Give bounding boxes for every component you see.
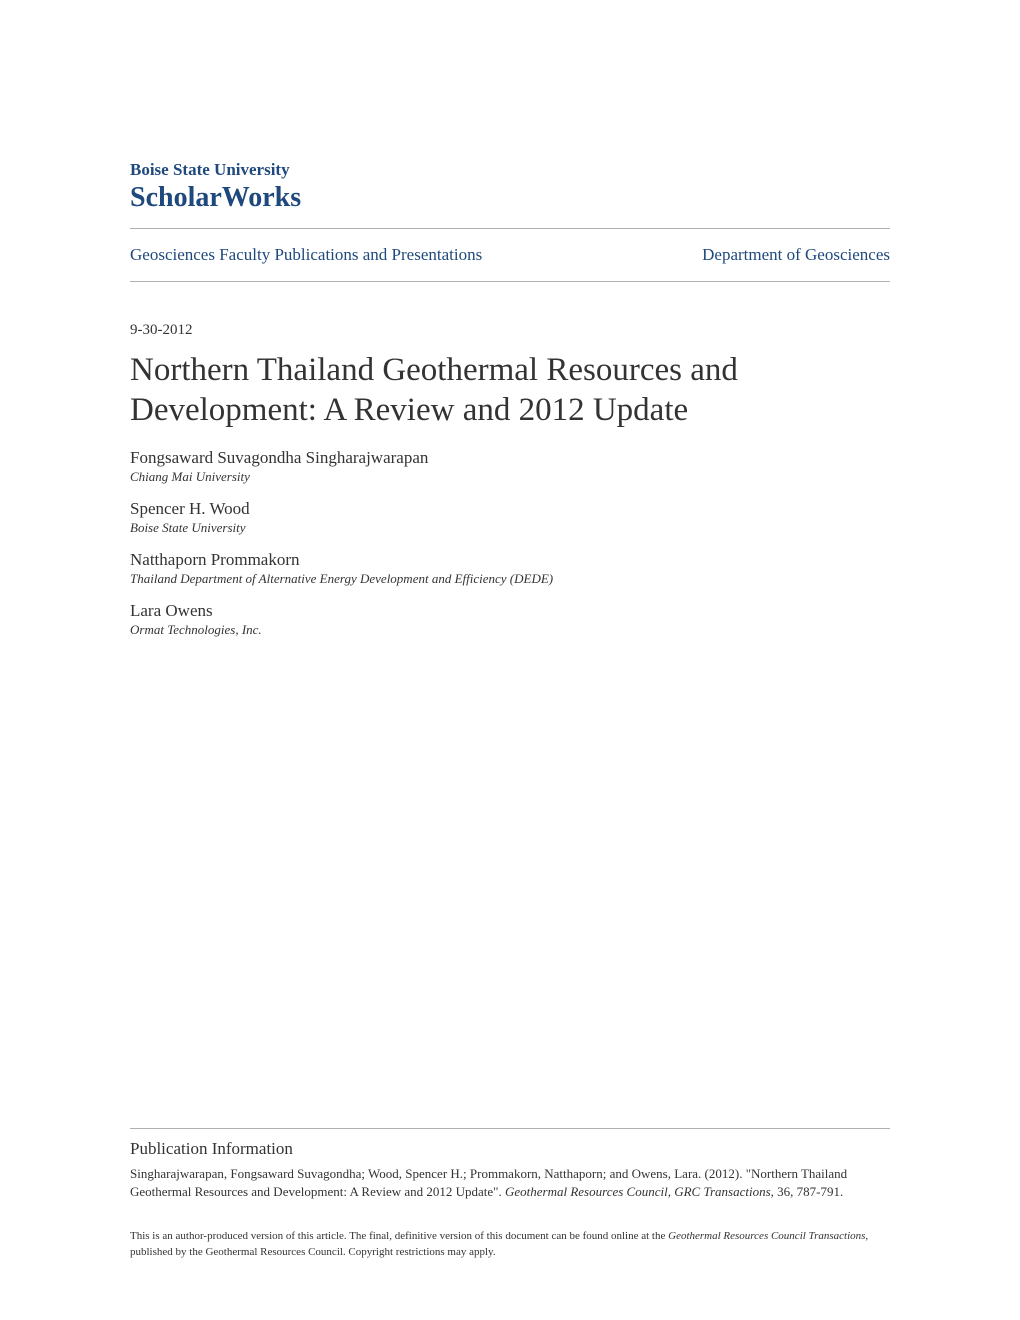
nav-row: Geosciences Faculty Publications and Pre… [130,229,890,281]
disclaimer-prefix: This is an author-produced version of th… [130,1230,668,1242]
disclaimer-text: This is an author-produced version of th… [130,1229,890,1260]
footer-divider [130,1128,890,1129]
author-name: Fongsaward Suvagondha Singharajwarapan [130,448,890,468]
author-name: Spencer H. Wood [130,499,890,519]
nav-bottom-divider [130,281,890,282]
author-affiliation: Thailand Department of Alternative Energ… [130,571,890,587]
author-affiliation: Chiang Mai University [130,469,890,485]
author-block: Natthaporn Prommakorn Thailand Departmen… [130,550,890,587]
author-affiliation: Boise State University [130,520,890,536]
collection-link[interactable]: Geosciences Faculty Publications and Pre… [130,245,482,265]
repository-title[interactable]: ScholarWorks [130,182,890,214]
author-block: Spencer H. Wood Boise State University [130,499,890,536]
author-name: Natthaporn Prommakorn [130,550,890,570]
publication-date: 9-30-2012 [130,322,890,339]
author-name: Lara Owens [130,601,890,621]
department-link[interactable]: Department of Geosciences [702,245,890,265]
publication-info-heading: Publication Information [130,1139,890,1159]
citation-text: Singharajwarapan, Fongsaward Suvagondha;… [130,1165,890,1201]
author-affiliation: Ormat Technologies, Inc. [130,622,890,638]
paper-title: Northern Thailand Geothermal Resources a… [130,351,890,430]
author-block: Fongsaward Suvagondha Singharajwarapan C… [130,448,890,485]
citation-journal: Geothermal Resources Council, GRC Transa… [505,1184,771,1199]
university-name[interactable]: Boise State University [130,160,890,180]
author-block: Lara Owens Ormat Technologies, Inc. [130,601,890,638]
header-block: Boise State University ScholarWorks [130,160,890,214]
disclaimer-journal: Geothermal Resources Council Transaction… [668,1230,865,1242]
citation-suffix: , 36, 787-791. [771,1184,844,1199]
footer-block: Publication Information Singharajwarapan… [130,1128,890,1260]
